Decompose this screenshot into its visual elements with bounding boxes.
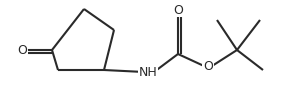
Text: O: O [173,3,183,16]
Text: O: O [17,44,27,56]
Text: NH: NH [139,66,157,78]
Text: O: O [203,60,213,72]
